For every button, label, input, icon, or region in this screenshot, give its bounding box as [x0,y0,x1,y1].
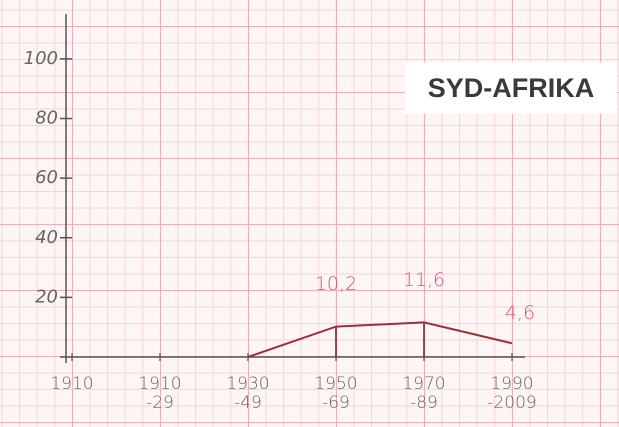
y-tick-label: 100 [24,48,58,69]
y-tick-label: 80 [35,108,58,129]
x-tick-label: 1950 -69 [296,375,376,413]
y-tick-label: 20 [35,286,58,307]
x-tick-label: 1910 -29 [120,375,200,413]
y-tick-label: 40 [35,227,58,248]
x-tick-label: 1970 -89 [384,375,464,413]
y-tick-label: 60 [35,167,58,188]
chart-title: SYD-AFRIKA [405,62,617,114]
line [248,322,512,357]
data-label: 11,6 [403,269,445,291]
chart: 20 40 60 80 100 10,2 11,6 4,6 SYD-AFRIKA 1910 19… [0,0,619,427]
x-tick-label: 1990 -2009 [472,375,552,413]
data-label: 4,6 [505,302,535,324]
x-tick-label: 1910 [32,375,112,394]
data-label: 10,2 [315,273,357,295]
x-tick-label: 1930 -49 [208,375,288,413]
